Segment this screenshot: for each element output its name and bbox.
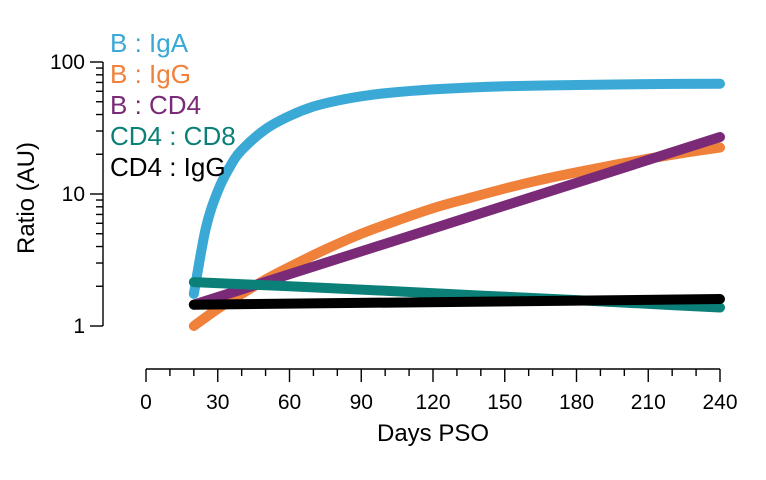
x-tick-label: 90 (350, 391, 373, 414)
legend-label-b-cd4: B : CD4 (110, 90, 201, 120)
series-line-cd4-cd8 (188, 277, 725, 313)
y-tick-label: 100 (50, 51, 85, 74)
legend-label-cd4-igg: CD4 : IgG (110, 152, 226, 182)
x-axis-label: Days PSO (377, 420, 489, 447)
legend-label-b-iga: B : IgA (110, 28, 189, 58)
y-axis: 1 10 100 (50, 51, 104, 338)
y-tick-label: 10 (62, 183, 85, 206)
series-layer (188, 78, 725, 331)
legend-label-cd4-cd8: CD4 : CD8 (110, 121, 236, 151)
x-tick-label: 0 (140, 391, 152, 414)
y-axis-label: Ratio (AU) (13, 142, 40, 254)
x-tick-label: 180 (559, 391, 594, 414)
x-tick-label: 210 (631, 391, 666, 414)
series-line-b-iga (188, 78, 725, 299)
x-tick-label: 30 (206, 391, 229, 414)
y-tick-label: 1 (73, 315, 85, 338)
x-axis: 0 30 60 90 120 150 180 210 240 (140, 368, 738, 414)
series-line-b-cd4 (188, 132, 725, 310)
x-tick-label: 120 (415, 391, 450, 414)
x-tick-label: 60 (278, 391, 301, 414)
x-tick-label: 150 (487, 391, 522, 414)
legend-label-b-igg: B : IgG (110, 59, 191, 89)
x-tick-label: 240 (702, 391, 737, 414)
series-line-cd4-igg (188, 294, 725, 310)
